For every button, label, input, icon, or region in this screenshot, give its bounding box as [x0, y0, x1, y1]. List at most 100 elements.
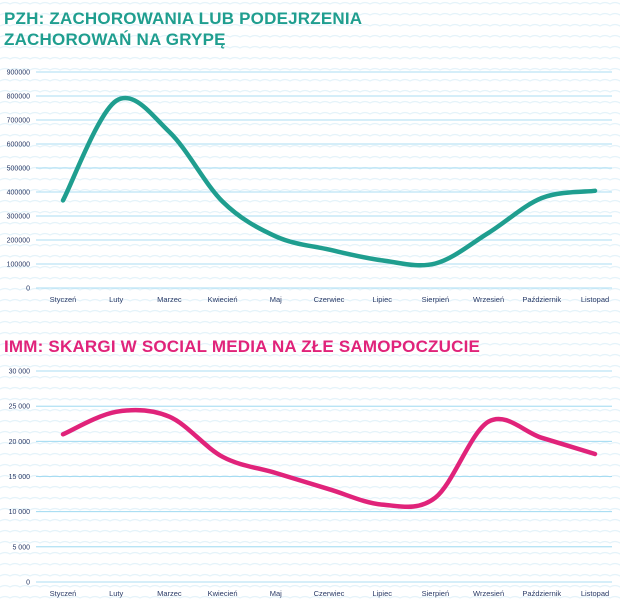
- x-tick-label: Maj: [270, 589, 282, 598]
- background-wave: [0, 78, 620, 82]
- background-wave: [0, 408, 620, 412]
- background-wave: [0, 397, 620, 401]
- x-tick-label: Kwiecień: [208, 295, 238, 304]
- data-point: [381, 503, 384, 506]
- y-tick-label: 500000: [7, 166, 30, 173]
- y-tick-label: 400000: [7, 190, 30, 197]
- background-wave: [0, 210, 620, 214]
- background-wave: [0, 518, 620, 522]
- x-tick-label: Czerwiec: [314, 295, 345, 304]
- data-point: [274, 471, 277, 475]
- background-wave: [0, 89, 620, 93]
- data-point: [593, 452, 597, 456]
- x-tick-label: Czerwiec: [314, 589, 345, 598]
- y-tick-label: 30 000: [9, 369, 31, 376]
- y-tick-label: 20 000: [9, 439, 31, 446]
- background-wave: [0, 45, 620, 49]
- data-point: [327, 248, 331, 251]
- background-wave: [0, 243, 620, 247]
- background-wave: [0, 386, 620, 390]
- background-wave: [0, 496, 620, 500]
- x-tick-label: Lipiec: [372, 295, 392, 304]
- y-tick-label: 0: [26, 580, 30, 587]
- background-wave: [0, 144, 620, 148]
- data-point: [434, 262, 437, 265]
- data-point: [274, 235, 277, 238]
- x-tick-label: Marzec: [157, 589, 182, 598]
- background-wave: [0, 177, 620, 181]
- y-tick-label: 5 000: [12, 544, 30, 551]
- data-point: [487, 231, 490, 234]
- background-wave: [0, 584, 620, 588]
- background-wave: [0, 199, 620, 203]
- x-tick-label: Listopad: [581, 589, 609, 598]
- y-tick-label: 700000: [7, 118, 30, 125]
- data-point: [168, 415, 171, 418]
- background-wave: [0, 331, 620, 335]
- data-point: [61, 433, 65, 436]
- y-tick-label: 900000: [7, 70, 30, 77]
- data-point: [168, 130, 171, 134]
- background-wave: [0, 166, 620, 170]
- background-wave: [0, 254, 620, 258]
- y-tick-label: 800000: [7, 94, 30, 101]
- data-point: [593, 189, 597, 192]
- background-wave: [0, 34, 620, 38]
- data-point: [115, 410, 118, 413]
- background-wave: [0, 133, 620, 137]
- series-line: [60, 407, 598, 510]
- background-wave: [0, 562, 620, 566]
- background-wave: [0, 463, 620, 467]
- background-wave: [0, 595, 620, 599]
- y-tick-label: 25 000: [9, 404, 31, 411]
- background-wave: [0, 540, 620, 544]
- background-wave: [0, 188, 620, 192]
- data-point: [115, 99, 118, 102]
- x-tick-label: Styczeń: [50, 295, 77, 304]
- x-tick-label: Kwiecień: [208, 589, 238, 598]
- data-point: [540, 196, 543, 200]
- background-wave: [0, 452, 620, 456]
- background-wave: [0, 529, 620, 533]
- background-wave: [0, 298, 620, 302]
- x-tick-label: Październik: [522, 295, 561, 304]
- background-wave: [0, 265, 620, 269]
- data-point: [540, 436, 543, 440]
- x-tick-label: Styczeń: [50, 589, 77, 598]
- data-point: [221, 200, 224, 203]
- data-point: [381, 259, 384, 262]
- background-wave: [0, 375, 620, 379]
- background-wave: [0, 320, 620, 324]
- x-tick-label: Lipiec: [372, 589, 392, 598]
- background-wave: [0, 56, 620, 60]
- x-tick-label: Wrzesień: [473, 589, 504, 598]
- chart-title-flu: PZH: ZACHOROWANIA LUB PODEJRZENIA ZACHOR…: [4, 9, 362, 49]
- background-wave: [0, 155, 620, 159]
- x-tick-label: Luty: [109, 589, 123, 598]
- flu-line-chart: 0 100000 200000 300000 400000 500000 600000 700…: [7, 70, 612, 304]
- background-wave: [0, 100, 620, 104]
- background-wave: [0, 67, 620, 71]
- background-wave: [0, 441, 620, 445]
- data-point: [327, 487, 331, 491]
- x-tick-label: Sierpień: [422, 295, 450, 304]
- data-point: [487, 420, 490, 423]
- background-wave: [0, 23, 620, 27]
- data-point: [61, 199, 65, 202]
- background-wave: [0, 573, 620, 577]
- x-tick-label: Marzec: [157, 295, 182, 304]
- x-tick-label: Sierpień: [422, 589, 450, 598]
- background-wave: [0, 232, 620, 236]
- series-line: [60, 95, 598, 268]
- background-wave: [0, 507, 620, 511]
- x-tick-label: Listopad: [581, 295, 609, 304]
- background-wave: [0, 551, 620, 555]
- y-tick-label: 0: [26, 286, 30, 293]
- background-wave: [0, 122, 620, 126]
- social-media-line-chart: 0 5 000 10 000 15 000 20 000 25 000 30 000 Styc…: [9, 369, 612, 598]
- chart-title-social-media: IMM: SKARGI W SOCIAL MEDIA NA ZŁE SAMOPO…: [4, 337, 481, 356]
- background-wave: [0, 342, 620, 346]
- x-tick-label: Wrzesień: [473, 295, 504, 304]
- x-tick-label: Październik: [522, 589, 561, 598]
